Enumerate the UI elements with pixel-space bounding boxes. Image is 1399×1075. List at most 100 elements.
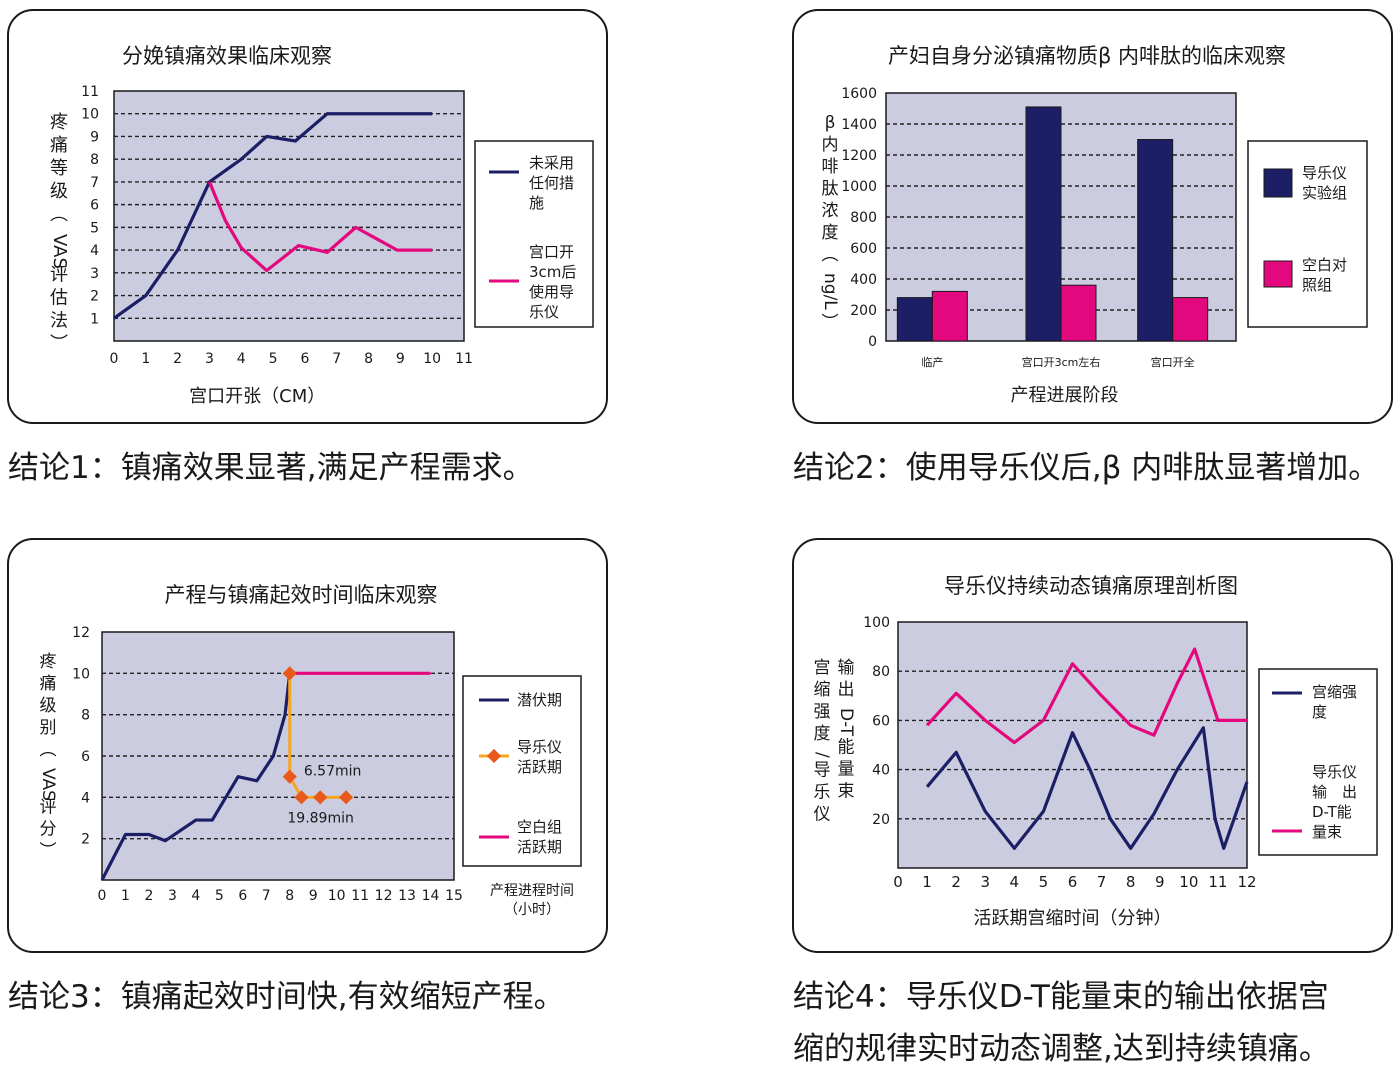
legend-label: 施 [529, 194, 544, 212]
legend-label: 任何措 [529, 174, 574, 192]
x-tick-label: 10 [1179, 873, 1198, 891]
axis-label: 束 [838, 782, 855, 802]
legend-label: 量束 [1312, 823, 1342, 841]
x-axis-label: 活跃期宫缩时间（分钟） [974, 908, 1172, 929]
y-tick-label: 2 [81, 832, 90, 848]
chart-title: 分娩镇痛效果临床观察 [122, 44, 332, 68]
axis-label: 浓 [822, 201, 839, 221]
x-tick-label: 11 [455, 351, 473, 367]
axis-label: 缩 [814, 680, 831, 700]
series-2-marker [282, 666, 297, 681]
axis-label: 疼 [50, 112, 68, 133]
x-tick-label: 11 [1208, 873, 1227, 891]
axis-label: 疼 [40, 652, 57, 672]
axis-label: ng/L [820, 273, 840, 310]
axis-label: ︵ [40, 740, 57, 760]
axis-label: D-T [836, 708, 856, 737]
legend-label: 活跃期 [517, 758, 562, 776]
axis-label: 等 [50, 158, 68, 179]
legend-label: 导乐仪 [517, 738, 562, 756]
x-tick-label: 6 [238, 888, 247, 904]
axis-label: 评 [40, 798, 57, 818]
x-axis-label: （小时） [504, 902, 560, 918]
x-tick-label: 6 [1068, 873, 1078, 891]
legend-label: 未采用 [529, 154, 574, 172]
x-tick-label: 0 [110, 351, 119, 367]
legend-label: 潜伏期 [517, 691, 562, 709]
chart-title: 导乐仪持续动态镇痛原理剖析图 [944, 574, 1238, 598]
y-tick-label: 1 [90, 311, 99, 327]
axis-label: 级 [40, 696, 57, 716]
annotation-label: 19.89min [287, 810, 353, 826]
axis-label: 仪 [814, 805, 831, 825]
y-tick-label: 0 [868, 334, 877, 350]
legend-swatch-1 [1263, 168, 1293, 198]
x-tick-label: 3 [205, 351, 214, 367]
x-tick-label: 7 [332, 351, 341, 367]
legend-label: 导乐仪 [1312, 763, 1357, 781]
x-tick-label: 宫口开全 [1151, 355, 1195, 369]
x-tick-label: 10 [423, 351, 441, 367]
y-tick-label: 60 [872, 713, 890, 729]
y-tick-label: 12 [72, 625, 90, 641]
axis-label: ︵ [50, 204, 68, 225]
y-tick-label: 8 [81, 708, 90, 724]
y-tick-label: 20 [872, 812, 890, 828]
legend-swatch-2-marker [486, 748, 502, 764]
x-tick-label: 5 [215, 888, 224, 904]
axis-label: 痛 [50, 135, 68, 156]
axis-label: 能 [838, 738, 855, 758]
x-axis-label: 产程进展阶段 [1011, 385, 1119, 406]
y-tick-label: 9 [90, 129, 99, 145]
axis-label: 啡 [822, 157, 839, 177]
y-tick-label: 8 [90, 152, 99, 168]
axis-label: 强 [814, 702, 831, 722]
x-tick-label: 2 [144, 888, 153, 904]
legend-label: 宫口开 [529, 243, 574, 261]
legend-label: 度 [1312, 703, 1327, 721]
y-tick-label: 11 [81, 84, 99, 100]
conclusion-4-line-2: 缩的规律实时动态调整,达到持续镇痛。 [793, 1031, 1330, 1067]
axis-label: 乐 [814, 783, 831, 803]
series-line-2 [207, 181, 433, 273]
axis-label: 评 [50, 264, 68, 285]
y-tick-label: 100 [863, 615, 890, 631]
axis-label: VAS [49, 234, 70, 269]
legend-label: 空白对 [1302, 256, 1347, 274]
series-line-1 [113, 112, 433, 320]
y-tick-label: 6 [81, 749, 90, 765]
conclusion-3: 结论3：镇痛起效时间快,有效缩短产程。 [8, 979, 565, 1015]
x-tick-label: 临产 [921, 355, 943, 369]
y-tick-label: 80 [872, 664, 890, 680]
series-line-2 [925, 647, 1247, 745]
x-tick-label: 3 [980, 873, 990, 891]
chart-panel-1: 分娩镇痛效果临床观察 1 2 3 4 5 6 7 8 9 10 11 0 1 2 3 4 5 6 7 8 9 10 11 宫口开… [7, 9, 608, 424]
x-tick-label: 10 [328, 888, 346, 904]
x-tick-label: 8 [364, 351, 373, 367]
chart-panel-2: 产妇自身分泌镇痛物质β 内啡肽的临床观察 0 200 400 600 800 1000 120… [792, 9, 1393, 424]
x-tick-label: 0 [98, 888, 107, 904]
axis-label: 度 [822, 223, 839, 243]
legend-label: 空白组 [517, 818, 562, 836]
axis-label: 级 [50, 181, 68, 202]
x-tick-label: 1 [922, 873, 932, 891]
y-tick-label: 200 [850, 303, 877, 319]
axis-label: / [812, 752, 832, 758]
y-tick-label: 400 [850, 272, 877, 288]
axis-label: VAS [38, 768, 58, 801]
bar-2-2 [1060, 284, 1097, 342]
x-tick-label: 6 [300, 351, 309, 367]
y-tick-label: 1400 [841, 117, 877, 133]
axis-label: 宫 [814, 658, 831, 678]
x-axis-label: 产程进程时间 [490, 883, 574, 899]
chart-panel-4: 导乐仪持续动态镇痛原理剖析图 20 40 60 80 100 0 1 2 3 4 5 6 7 8 9 10 11 1… [792, 538, 1393, 953]
x-tick-label: 7 [262, 888, 271, 904]
bar-2-3 [1172, 297, 1209, 342]
bar-1-2 [1025, 106, 1062, 342]
x-tick-label: 13 [398, 888, 416, 904]
chart-panel-3: 产程与镇痛起效时间临床观察 2 4 6 8 10 12 0 1 2 3 4 5 6 7 8 9 10 11 12 13 1… [7, 538, 608, 953]
y-tick-label: 3 [90, 266, 99, 282]
axis-label: ︶ [40, 842, 57, 862]
